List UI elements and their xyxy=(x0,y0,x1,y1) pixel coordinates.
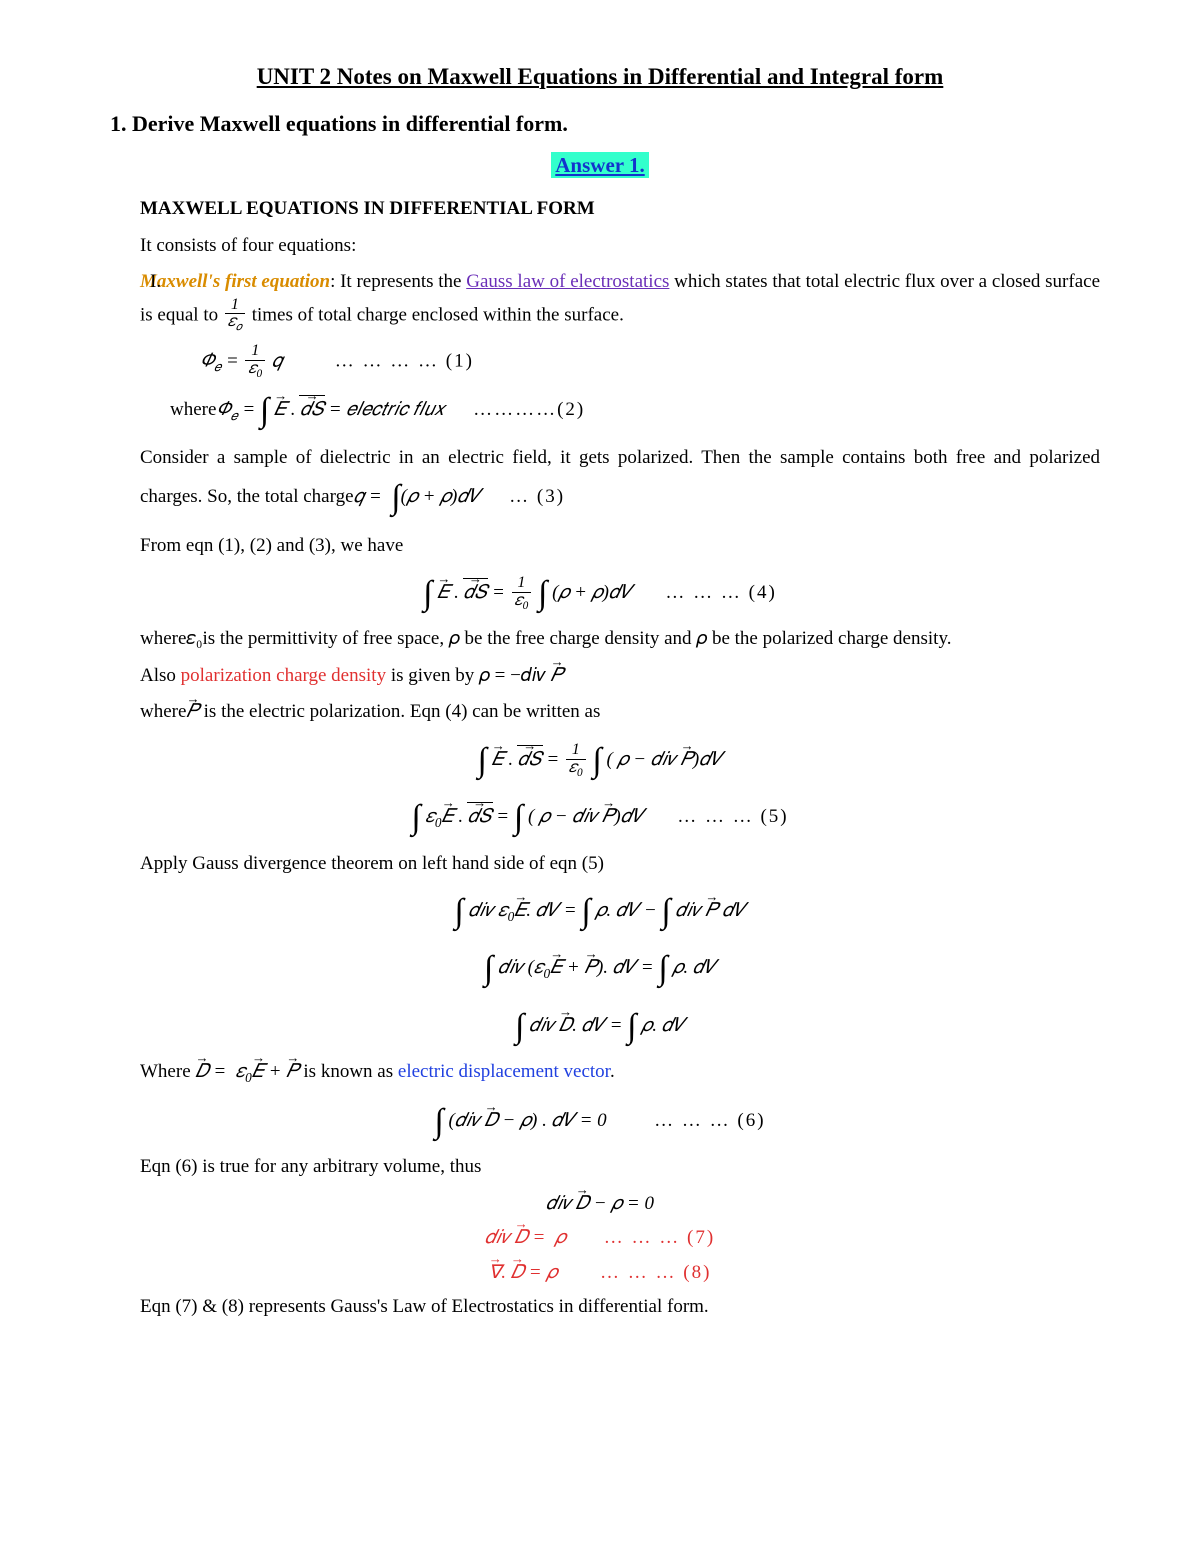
eq7-tail: … … … (7) xyxy=(604,1227,715,1248)
where-p: where xyxy=(140,701,186,722)
apply-gauss-text: Apply Gauss divergence theorem on left h… xyxy=(140,850,1100,879)
edv-text: electric displacement vector xyxy=(398,1061,610,1082)
eq3-tail: … (3) xyxy=(509,486,565,507)
equation-6: ∫ (𝑑𝑖𝑣 𝐷 − 𝜌) . 𝑑𝑉 = 0 … … … (6) xyxy=(90,1096,1110,1147)
roman-1: I. xyxy=(150,268,161,297)
polarization-para: Also polarization charge density is give… xyxy=(140,662,1100,691)
where-d1: Where xyxy=(140,1061,195,1082)
eq6-tail: … … … (6) xyxy=(654,1110,765,1131)
equation-5c: ∫ 𝑑𝑖𝑣 (𝜀0𝐸 + 𝑃). 𝑑𝑉 = ∫ 𝜌. 𝑑𝑉 xyxy=(90,943,1110,994)
subheading: MAXWELL EQUATIONS IN DIFFERENTIAL FORM xyxy=(140,195,1110,224)
where-p-para: where𝑃 is the electric polarization. Eqn… xyxy=(140,698,1100,727)
final-text: Eqn (7) & (8) represents Gauss's Law of … xyxy=(140,1293,1100,1322)
equation-8: ∇. 𝐷 = 𝜌 … … … (8) xyxy=(90,1259,1110,1288)
eq1-tail: … … … … (1) xyxy=(335,350,474,371)
where-p2: is the electric polarization. Eqn (4) ca… xyxy=(199,701,600,722)
pol-charge-text: polarization charge density xyxy=(181,665,386,686)
mfe-label: Maxwell's first equation xyxy=(140,271,330,292)
where-d2: is known as xyxy=(299,1061,398,1082)
also-text: Also xyxy=(140,665,181,686)
eq8-tail: … … … (8) xyxy=(600,1262,711,1283)
maxwell-first-para: Maxwell's first equation: It represents … xyxy=(140,268,1100,335)
where-label: where xyxy=(170,399,216,420)
unit-title: UNIT 2 Notes on Maxwell Equations in Dif… xyxy=(90,60,1110,95)
eq4-tail: … … … (4) xyxy=(665,582,776,603)
eq5-tail: … … … (5) xyxy=(677,806,788,827)
dielectric-para: Consider a sample of dielectric in an el… xyxy=(140,444,1100,524)
where-d-para: Where 𝐷 = 𝜀0𝐸 + 𝑃 is known as electric d… xyxy=(140,1058,1100,1088)
from-eqn-text: From eqn (1), (2) and (3), we have xyxy=(140,532,1100,561)
pol-text2: is given by 𝜌 = −𝑑𝑖𝑣 xyxy=(386,665,550,686)
equation-7: 𝑑𝑖𝑣 𝐷 = 𝜌 … … … (7) xyxy=(90,1224,1110,1253)
equation-5b: ∫ 𝑑𝑖𝑣 𝜀0𝐸. 𝑑𝑉 = ∫ 𝜌. 𝑑𝑉 − ∫ 𝑑𝑖𝑣 𝑃 𝑑𝑉 xyxy=(90,886,1110,937)
eqn6-true-text: Eqn (6) is true for any arbitrary volume… xyxy=(140,1153,1100,1182)
answer-label-wrap: Answer 1. xyxy=(90,150,1110,182)
mfe-text1: : It represents the xyxy=(330,271,466,292)
equation-5d: ∫ 𝑑𝑖𝑣 𝐷. 𝑑𝑉 = ∫ 𝜌. 𝑑𝑉 xyxy=(90,1001,1110,1052)
where-eps-text: where𝜀₀is the permittivity of free space… xyxy=(140,625,1100,654)
dielectric-text: Consider a sample of dielectric in an el… xyxy=(140,447,1100,508)
equation-4b: ∫ 𝐸 . 𝑑𝑆 = 1𝜀0 ∫ ( 𝜌 − 𝑑𝑖𝑣 𝑃)𝑑𝑉 xyxy=(90,735,1110,786)
equation-6b: 𝑑𝑖𝑣 𝐷 − 𝜌 = 0 xyxy=(90,1190,1110,1219)
equation-2: where𝛷𝑒 = ∫ 𝐸 . 𝑑𝑆 = 𝑒𝑙𝑒𝑐𝑡𝑟𝑖𝑐 𝑓𝑙𝑢𝑥 …………(… xyxy=(170,385,1100,436)
equation-1: 𝛷𝑒 = 1𝜀0 𝑞 … … … … (1) xyxy=(200,343,1110,381)
mfe-text3: times of total charge enclosed within th… xyxy=(247,304,624,325)
gauss-link: Gauss law of electrostatics xyxy=(466,271,669,292)
equation-5: ∫ 𝜀0𝐸 . 𝑑𝑆 = ∫ ( 𝜌 − 𝑑𝑖𝑣 𝑃)𝑑𝑉 … … … (5) xyxy=(90,792,1110,843)
eq2-tail: …………(2) xyxy=(473,399,585,420)
equation-4: ∫ 𝐸 . 𝑑𝑆 = 1𝜀0 ∫ (𝜌 + 𝜌)𝑑𝑉 … … … (4) xyxy=(90,568,1110,619)
question-1: 1. Derive Maxwell equations in different… xyxy=(110,107,1110,140)
intro-text: It consists of four equations: xyxy=(140,232,1100,261)
answer-label: Answer 1. xyxy=(551,152,648,178)
